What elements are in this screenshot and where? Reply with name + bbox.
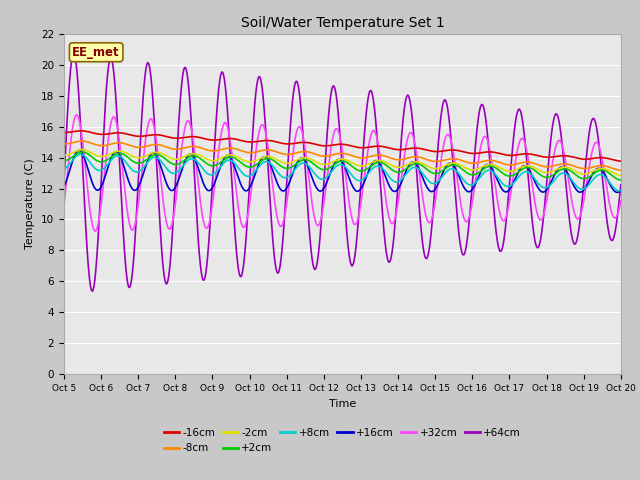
Text: EE_met: EE_met — [72, 46, 120, 59]
X-axis label: Time: Time — [329, 399, 356, 408]
+8cm — [331, 165, 339, 170]
-2cm — [617, 172, 625, 178]
+64cm — [88, 288, 96, 294]
+32cm — [601, 173, 609, 179]
+8cm — [499, 181, 506, 187]
-8cm — [617, 168, 625, 173]
-2cm — [60, 152, 68, 158]
+32cm — [92, 228, 99, 234]
+16cm — [601, 172, 609, 178]
+16cm — [76, 147, 83, 153]
+16cm — [331, 159, 339, 165]
+8cm — [89, 163, 97, 169]
+16cm — [499, 187, 506, 193]
+64cm — [499, 242, 507, 248]
+32cm — [60, 202, 68, 208]
+16cm — [613, 190, 621, 195]
+16cm — [89, 181, 97, 187]
-16cm — [316, 143, 324, 148]
+64cm — [70, 50, 77, 56]
-16cm — [60, 130, 68, 135]
Line: +8cm: +8cm — [64, 154, 621, 191]
+64cm — [332, 87, 339, 93]
Line: +16cm: +16cm — [64, 150, 621, 192]
-2cm — [89, 151, 97, 156]
-8cm — [601, 163, 609, 169]
+8cm — [601, 174, 609, 180]
+32cm — [332, 127, 339, 132]
+16cm — [60, 184, 68, 190]
+2cm — [601, 168, 609, 173]
Line: -16cm: -16cm — [64, 131, 621, 161]
+8cm — [615, 188, 623, 193]
Line: -2cm: -2cm — [64, 150, 621, 175]
-8cm — [89, 141, 97, 146]
+8cm — [316, 176, 324, 181]
-2cm — [78, 147, 86, 153]
-8cm — [77, 138, 85, 144]
+2cm — [60, 158, 68, 164]
+2cm — [601, 168, 609, 173]
+2cm — [79, 149, 86, 155]
-8cm — [499, 161, 506, 167]
+8cm — [617, 188, 625, 193]
+2cm — [89, 155, 97, 160]
+32cm — [317, 218, 324, 224]
+16cm — [617, 188, 625, 193]
-8cm — [60, 141, 68, 147]
+32cm — [499, 218, 507, 224]
+64cm — [601, 200, 609, 206]
Title: Soil/Water Temperature Set 1: Soil/Water Temperature Set 1 — [241, 16, 444, 30]
+32cm — [89, 223, 97, 229]
-16cm — [77, 128, 85, 134]
-2cm — [316, 161, 324, 167]
+16cm — [316, 188, 324, 194]
+8cm — [60, 166, 68, 172]
-16cm — [331, 142, 339, 148]
+16cm — [601, 171, 609, 177]
+32cm — [73, 112, 81, 118]
+64cm — [317, 228, 324, 234]
+64cm — [60, 179, 68, 184]
+2cm — [331, 161, 339, 167]
+2cm — [316, 166, 324, 171]
-2cm — [601, 166, 609, 172]
-2cm — [331, 158, 339, 164]
-8cm — [601, 163, 609, 169]
-2cm — [601, 166, 609, 172]
-16cm — [617, 158, 625, 164]
-16cm — [601, 155, 609, 161]
-16cm — [601, 155, 609, 161]
+32cm — [602, 175, 609, 181]
+8cm — [601, 174, 609, 180]
-8cm — [331, 151, 339, 157]
Line: -8cm: -8cm — [64, 141, 621, 170]
-16cm — [89, 130, 97, 136]
Line: +64cm: +64cm — [64, 53, 621, 291]
Y-axis label: Temperature (C): Temperature (C) — [26, 158, 35, 250]
Line: +2cm: +2cm — [64, 152, 621, 180]
+32cm — [617, 198, 625, 204]
+2cm — [617, 177, 625, 183]
+64cm — [617, 182, 625, 188]
-16cm — [499, 151, 506, 157]
-8cm — [316, 153, 324, 158]
-2cm — [499, 167, 506, 172]
+64cm — [89, 288, 97, 293]
Legend: -16cm, -8cm, -2cm, +2cm, +8cm, +16cm, +32cm, +64cm: -16cm, -8cm, -2cm, +2cm, +8cm, +16cm, +3… — [159, 424, 525, 457]
+2cm — [499, 170, 506, 176]
+8cm — [77, 151, 84, 157]
Line: +32cm: +32cm — [64, 115, 621, 231]
+64cm — [602, 203, 609, 209]
